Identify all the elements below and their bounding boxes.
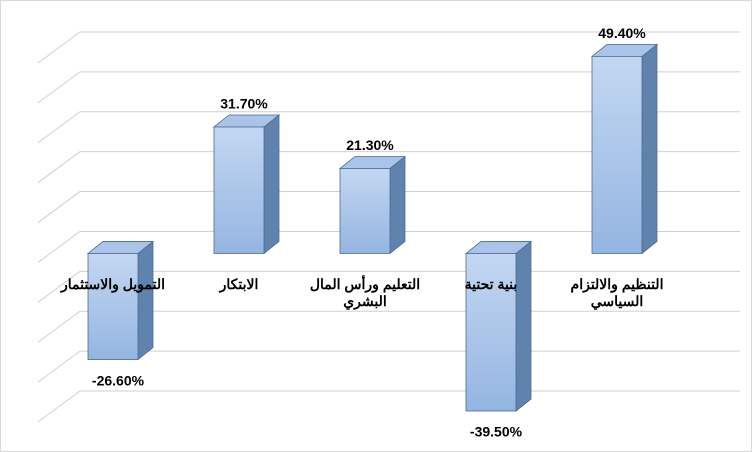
x-tick-label: التعليم ورأس المال البشري bbox=[309, 276, 421, 309]
bar-side bbox=[515, 240, 532, 412]
bar-side bbox=[641, 43, 658, 255]
grid-line bbox=[37, 31, 740, 64]
x-tick-label: التمويل والاستثمار bbox=[60, 276, 166, 292]
grid-line bbox=[37, 71, 740, 104]
value-label: 31.70% bbox=[220, 96, 268, 112]
bar bbox=[465, 253, 517, 412]
bar bbox=[339, 168, 391, 254]
grid-line bbox=[37, 151, 740, 184]
bar bbox=[213, 126, 265, 254]
value-label: 21.30% bbox=[346, 137, 394, 153]
value-label: -26.60% bbox=[92, 372, 145, 388]
bar-side bbox=[263, 114, 280, 255]
grid-line bbox=[37, 230, 740, 263]
bar bbox=[591, 55, 643, 254]
x-tick-label: بنية تحتية bbox=[464, 276, 518, 292]
x-tick-label: الابتكار bbox=[219, 276, 259, 292]
bar-side bbox=[137, 240, 154, 361]
value-label: 49.40% bbox=[598, 25, 646, 41]
bar bbox=[87, 253, 139, 360]
grid-line bbox=[37, 191, 740, 223]
value-label: -39.50% bbox=[470, 424, 523, 440]
x-tick-label: التنظيم والالتزام السياسي bbox=[570, 276, 664, 309]
bar-side bbox=[389, 155, 406, 255]
grid-line bbox=[37, 390, 740, 423]
grid-line bbox=[37, 111, 740, 144]
